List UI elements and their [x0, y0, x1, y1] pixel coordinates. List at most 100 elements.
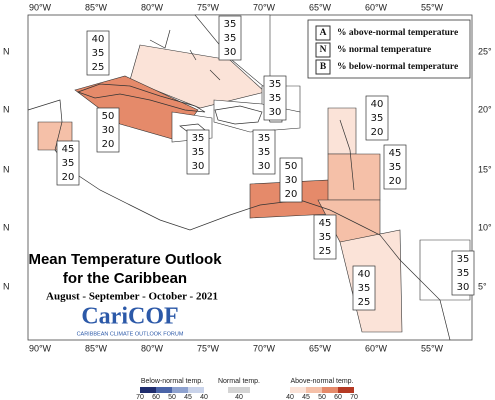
colorbar-swatch	[188, 387, 204, 393]
legend-box	[307, 19, 471, 79]
zone-value: 25	[358, 297, 371, 308]
legend-key: N	[320, 45, 327, 55]
lon-label: 90°W	[29, 343, 52, 353]
zone-value: 35	[192, 133, 205, 144]
zone-value: 35	[457, 268, 470, 279]
zone-value: 25	[319, 246, 332, 257]
zone-box	[96, 107, 120, 153]
colorbar-swatch	[322, 387, 338, 393]
zone-box	[313, 214, 337, 260]
zone-value: 45	[62, 144, 75, 155]
lat-label: N	[3, 164, 10, 174]
zone-value: 35	[258, 147, 271, 158]
title: Mean Temperature Outlook	[28, 251, 222, 268]
lon-label: 90°W	[29, 2, 52, 12]
zone-value: 45	[389, 148, 402, 159]
zone-value: 30	[224, 47, 237, 58]
zone-box	[56, 140, 80, 186]
zone-value: 50	[285, 161, 298, 172]
colorbar-swatch	[338, 387, 354, 393]
legend-text: % normal temperature	[337, 45, 431, 55]
zone-value: 35	[457, 254, 470, 265]
zone-box	[352, 265, 376, 311]
zone-value: 20	[371, 127, 384, 138]
zone-value: 30	[258, 161, 271, 172]
zone-value: 25	[92, 62, 105, 73]
colorbar-swatch	[290, 387, 306, 393]
zone-value: 30	[269, 107, 282, 118]
zone-value: 35	[358, 283, 371, 294]
legend-key-box	[315, 25, 331, 41]
zone-value: 40	[92, 34, 105, 45]
lon-label: 60°W	[365, 343, 388, 353]
colorbar-tick: 60	[334, 394, 342, 400]
lat-label: N	[3, 104, 10, 114]
zone-value: 35	[192, 147, 205, 158]
lon-label: 70°W	[253, 343, 276, 353]
lat-label: N	[3, 46, 10, 56]
zone-box	[383, 144, 407, 190]
colorbar-swatch	[306, 387, 322, 393]
zone-value: 20	[102, 139, 115, 150]
period: August - September - October - 2021	[46, 291, 218, 303]
colorbar-swatch	[156, 387, 172, 393]
lon-label: 65°W	[309, 2, 332, 12]
lon-label: 60°W	[365, 2, 388, 12]
lat-label: N	[3, 281, 10, 291]
logo-subtitle: CARIBBEAN CLIMATE OUTLOOK FORUM	[77, 331, 184, 337]
zone-box	[451, 250, 475, 296]
zone-box	[86, 30, 110, 76]
zone-value: 30	[457, 282, 470, 293]
zone-box	[252, 129, 276, 175]
zone-value: 20	[285, 189, 298, 200]
legend-key: A	[320, 28, 327, 38]
lon-label: 80°W	[141, 343, 164, 353]
colorbar-tick: 50	[168, 394, 176, 400]
colorbar-tick: 40	[286, 394, 294, 400]
lat-label: 5°	[478, 281, 487, 291]
colorbar-label: Above-normal temp.	[290, 378, 353, 385]
legend-text: % below-normal temperature	[337, 62, 458, 72]
lon-label: 80°W	[141, 2, 164, 12]
lat-label: N	[3, 222, 10, 232]
zone-value: 30	[285, 175, 298, 186]
zone-value: 30	[192, 161, 205, 172]
colorbar-swatch	[172, 387, 188, 393]
zone-region	[327, 107, 357, 155]
colorbar-tick: 70	[136, 394, 144, 400]
colorbar-label: Below-normal temp.	[141, 378, 203, 385]
zone-value: 35	[371, 113, 384, 124]
lon-label: 85°W	[85, 343, 108, 353]
lon-label: 55°W	[421, 343, 444, 353]
zone-value: 35	[224, 19, 237, 30]
lat-label: 25°	[478, 46, 492, 56]
zone-value: 35	[389, 162, 402, 173]
zone-value: 35	[62, 158, 75, 169]
colorbar-tick: 60	[152, 394, 160, 400]
legend-text: % above-normal temperature	[337, 28, 458, 38]
zone-value: 20	[389, 176, 402, 187]
colorbar-tick: 40	[200, 394, 208, 400]
zone-region	[327, 153, 381, 201]
lon-label: 55°W	[421, 2, 444, 12]
zone-box	[218, 15, 242, 61]
lon-label: 75°W	[197, 2, 220, 12]
lat-label: 10°	[478, 222, 492, 232]
colorbar-swatch	[228, 387, 250, 393]
title: for the Caribbean	[63, 270, 187, 287]
lon-label: 85°W	[85, 2, 108, 12]
colorbar-tick: 40	[235, 394, 243, 400]
lon-label: 70°W	[253, 2, 276, 12]
zone-value: 30	[102, 125, 115, 136]
legend-key-box	[315, 42, 331, 58]
logo: CariCOF	[81, 304, 178, 330]
colorbar-tick: 45	[302, 394, 310, 400]
lat-label: 15°	[478, 164, 492, 174]
zone-value: 50	[102, 111, 115, 122]
zone-value: 40	[358, 269, 371, 280]
lat-label: 20°	[478, 104, 492, 114]
zone-value: 40	[371, 99, 384, 110]
zone-box	[186, 129, 210, 175]
zone-value: 35	[224, 33, 237, 44]
